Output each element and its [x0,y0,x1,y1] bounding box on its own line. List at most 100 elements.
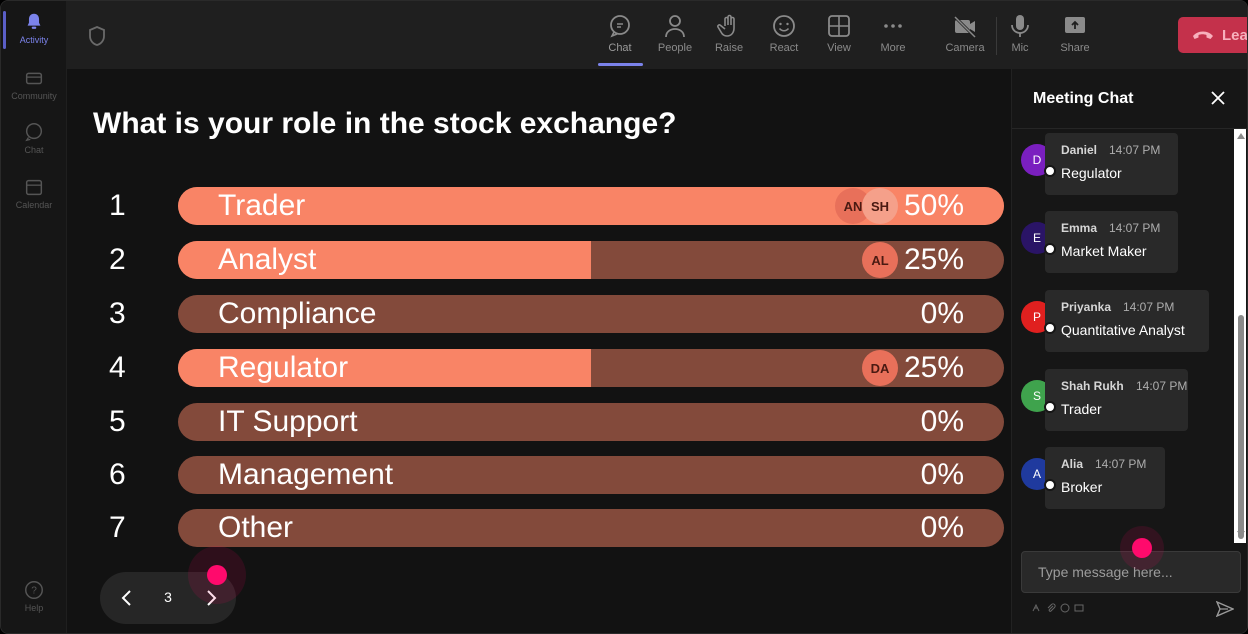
help-icon: ? [25,581,43,599]
toolbar-label: Raise [714,42,744,54]
presence-status-icon [1044,401,1056,413]
leave-button[interactable]: Leave [1178,17,1248,53]
rail-item-chat[interactable]: Chat [1,121,67,155]
poll-option-row: 5 IT Support 0% [67,403,1011,441]
meeting-chat-panel: Meeting Chat D Daniel 14:07 PM Regulator E Em… [1011,69,1247,633]
message-time: 14:07 PM [1123,300,1175,314]
option-bar: Other 0% [178,509,1004,547]
option-number: 5 [109,405,126,438]
send-icon[interactable] [1216,601,1234,617]
option-percent: 0% [920,297,964,330]
option-number: 7 [109,511,126,544]
option-bar: Regulator 25% DA [178,349,1004,387]
gif-icon[interactable] [1074,603,1084,613]
toolbar-raise-button[interactable]: Raise [703,11,755,63]
option-percent: 25% [903,351,964,384]
presence-status-icon [1044,165,1056,177]
chevron-right-icon[interactable] [200,587,222,609]
chat-header: Meeting Chat [1012,69,1247,129]
sender-name: Shah Rukh [1061,379,1124,393]
poll-option-row: 6 Management 0% [67,456,1011,494]
rail-label: Help [24,603,44,613]
rail-item-community[interactable]: Community [1,67,67,101]
option-bar: IT Support 0% [178,403,1004,441]
option-bar-fill [178,241,591,279]
toolbar-label: Mic [1011,42,1029,54]
poll-option-row: 4 Regulator 25% DA [67,349,1011,387]
option-label: IT Support [218,405,358,438]
toolbar-more-button[interactable]: More [867,11,919,63]
toolbar-people-button[interactable]: People [649,11,701,63]
toolbar-label: Camera [945,42,985,54]
leave-label: Leave [1222,26,1248,44]
smiley-icon [773,15,795,37]
attach-icon[interactable] [1046,603,1056,613]
more-icon [884,24,902,28]
option-number: 4 [109,351,126,384]
format-text-icon[interactable] [1032,603,1042,613]
option-label: Analyst [218,243,317,276]
scroll-down-arrow-icon[interactable] [1237,531,1245,537]
option-number: 6 [109,458,126,491]
toolbar-mic-button[interactable]: Mic [994,11,1046,63]
chat-icon [610,15,630,38]
pointer-dot [207,565,227,585]
sender-name: Priyanka [1061,300,1112,314]
option-label: Regulator [218,351,349,384]
meeting-toolbar: Chat People Raise React View More Camera [67,1,1248,69]
toolbar-react-button[interactable]: React [758,11,810,63]
option-label: Compliance [218,297,377,330]
voter-avatar[interactable]: AL [862,242,898,278]
option-percent: 25% [903,243,964,276]
rail-label: Activity [19,35,49,45]
voter-avatar[interactable]: SH [862,188,898,224]
toolbar-view-button[interactable]: View [813,11,865,63]
rail-label: Community [11,91,57,101]
option-percent: 50% [903,189,964,222]
format-toolbar [1032,603,1084,613]
grid-icon [828,15,850,37]
rail-active-indicator [3,11,6,49]
option-number: 2 [109,243,126,276]
rail-item-help[interactable]: ? Help [1,579,67,613]
people-icon [665,15,685,38]
svg-text:?: ? [31,586,37,597]
poll-stage: What is your role in the stock exchange?… [67,69,1011,633]
message-time: 14:07 PM [1109,221,1161,235]
share-icon [1065,17,1085,33]
rail-label: Chat [24,145,44,155]
message-bubble: Priyanka 14:07 PM Quantitative Analyst [1045,290,1209,352]
option-number: 3 [109,297,126,330]
emoji-icon[interactable] [1060,603,1070,613]
close-icon[interactable] [1210,90,1226,106]
chat-icon [25,123,43,142]
bell-icon [27,13,41,29]
message-input[interactable] [1022,552,1240,592]
rail-item-calendar[interactable]: Calendar [1,176,67,210]
option-percent: 0% [920,511,964,544]
option-percent: 0% [920,458,964,491]
shield-icon[interactable] [87,25,107,47]
voter-avatar[interactable]: DA [862,350,898,386]
option-bar: Trader 50% AN SH [178,187,1004,225]
option-number: 1 [109,189,126,222]
rail-item-activity[interactable]: Activity [1,11,67,45]
scroll-thumb[interactable] [1238,315,1244,539]
toolbar-chat-button[interactable]: Chat [594,11,646,63]
scroll-up-arrow-icon[interactable] [1237,133,1245,139]
poll-option-row: 3 Compliance 0% [67,295,1011,333]
toolbar-label: View [827,42,851,54]
message-time: 14:07 PM [1136,379,1188,393]
option-label: Other [218,511,294,544]
calendar-icon [25,179,43,196]
message-bubble: Emma 14:07 PM Market Maker [1045,211,1178,273]
message-composer [1021,551,1241,593]
toolbar-label: Share [1060,42,1090,54]
toolbar-camera-button[interactable]: Camera [939,11,991,63]
chevron-left-icon[interactable] [116,587,138,609]
message-time: 14:07 PM [1109,143,1161,157]
toolbar-share-button[interactable]: Share [1049,11,1101,63]
option-bar: Management 0% [178,456,1004,494]
option-percent: 0% [920,405,964,438]
